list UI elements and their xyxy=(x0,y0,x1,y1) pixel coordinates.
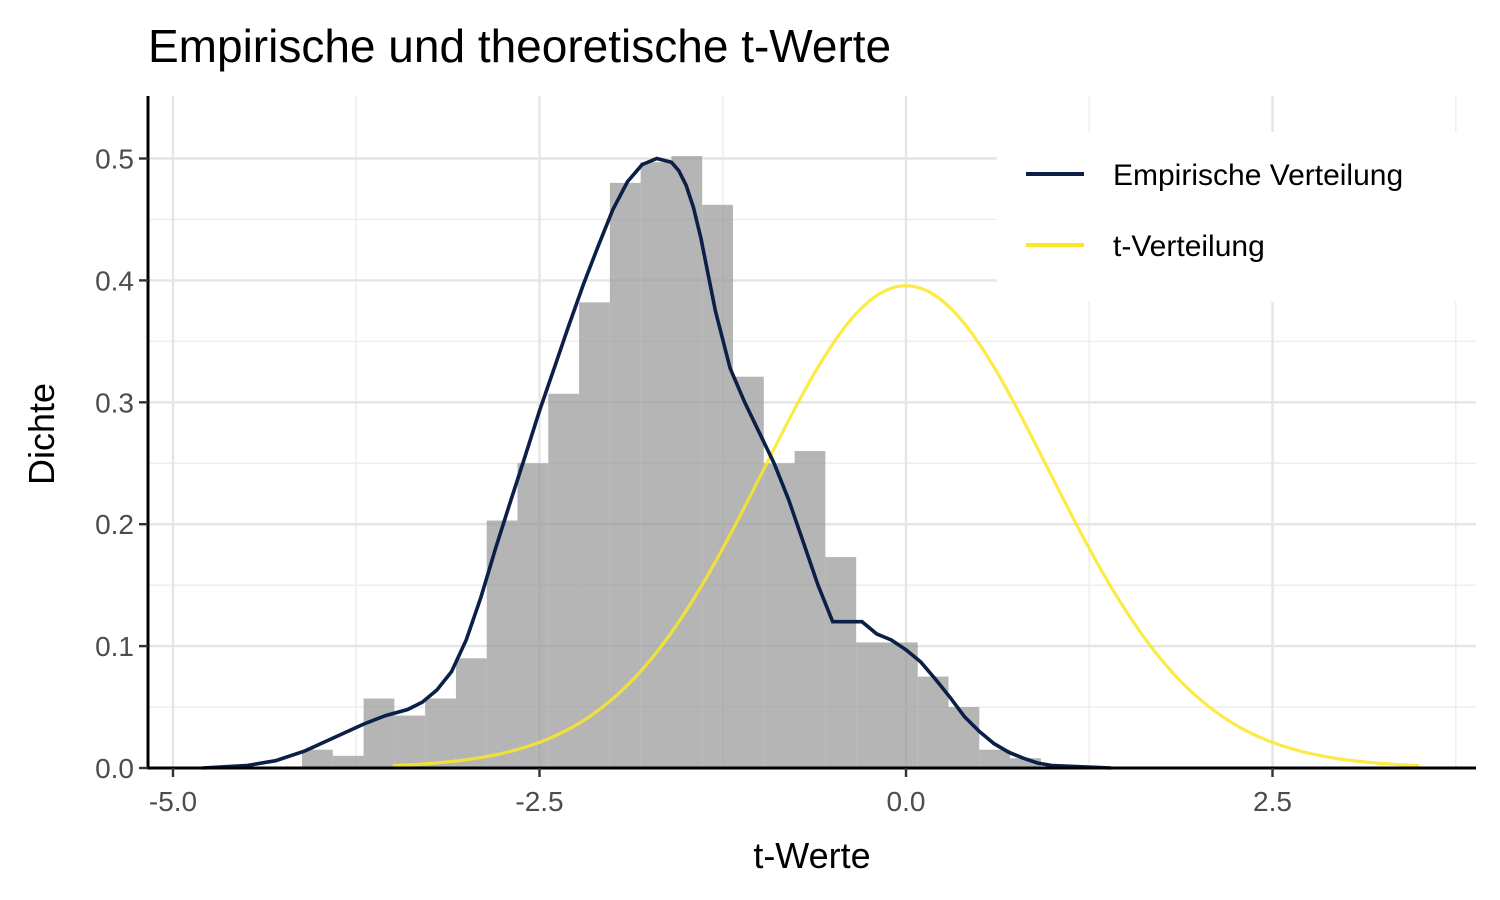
tick-labels: -5.0 -2.5 0.0 2.5 0.0 0.1 0.2 0.3 0.4 0.5 xyxy=(95,144,1292,818)
histogram-bar xyxy=(455,658,487,768)
axes xyxy=(146,96,1476,770)
histogram-bar xyxy=(640,162,672,769)
histogram-bar xyxy=(517,463,549,768)
density-curves xyxy=(202,156,1420,770)
empirical-density-curve xyxy=(202,156,1112,770)
t-distribution-curve xyxy=(392,284,1420,768)
y-axis-title: Dichte xyxy=(21,383,62,485)
histogram-bar xyxy=(856,642,887,768)
legend-label: Empirische Verteilung xyxy=(1113,159,1403,192)
legend-label: t-Verteilung xyxy=(1113,230,1265,263)
histogram-bar xyxy=(579,302,610,768)
histogram-bar xyxy=(979,749,1011,768)
histogram-bar xyxy=(671,156,703,768)
legend-background xyxy=(997,132,1500,302)
histogram-bar xyxy=(425,698,456,768)
histogram-bars xyxy=(302,156,1041,769)
y-tick-label: 0.3 xyxy=(95,387,134,418)
chart-title: Empirische und theoretische t-Werte xyxy=(148,20,891,72)
y-tick-label: 0.2 xyxy=(95,509,134,540)
x-tick-label: 0.0 xyxy=(887,786,926,817)
y-tick-label: 0.4 xyxy=(95,265,134,296)
x-tick-label: 2.5 xyxy=(1253,786,1292,817)
histogram-bar xyxy=(363,698,395,768)
histogram-bar xyxy=(794,451,826,768)
y-tick-label: 0.0 xyxy=(95,753,134,784)
histogram-bar xyxy=(763,463,795,768)
x-tick-label: -5.0 xyxy=(149,786,197,817)
histogram-bar xyxy=(302,749,333,768)
x-tick-label: -2.5 xyxy=(515,786,563,817)
legend: Empirische Verteilung t-Verteilung xyxy=(997,132,1500,302)
y-tick-label: 0.1 xyxy=(95,631,134,662)
histogram-bar xyxy=(1010,758,1041,768)
histogram-bar xyxy=(825,557,857,768)
histogram-bar xyxy=(332,755,364,768)
histogram-bar xyxy=(394,715,426,768)
histogram-bar xyxy=(886,642,918,768)
histogram-bar xyxy=(548,393,580,768)
x-axis-title: t-Werte xyxy=(753,835,870,876)
histogram-bar xyxy=(733,376,764,768)
y-tick-label: 0.5 xyxy=(95,144,134,175)
histogram-bar xyxy=(702,204,734,768)
histogram-bar xyxy=(609,182,641,768)
